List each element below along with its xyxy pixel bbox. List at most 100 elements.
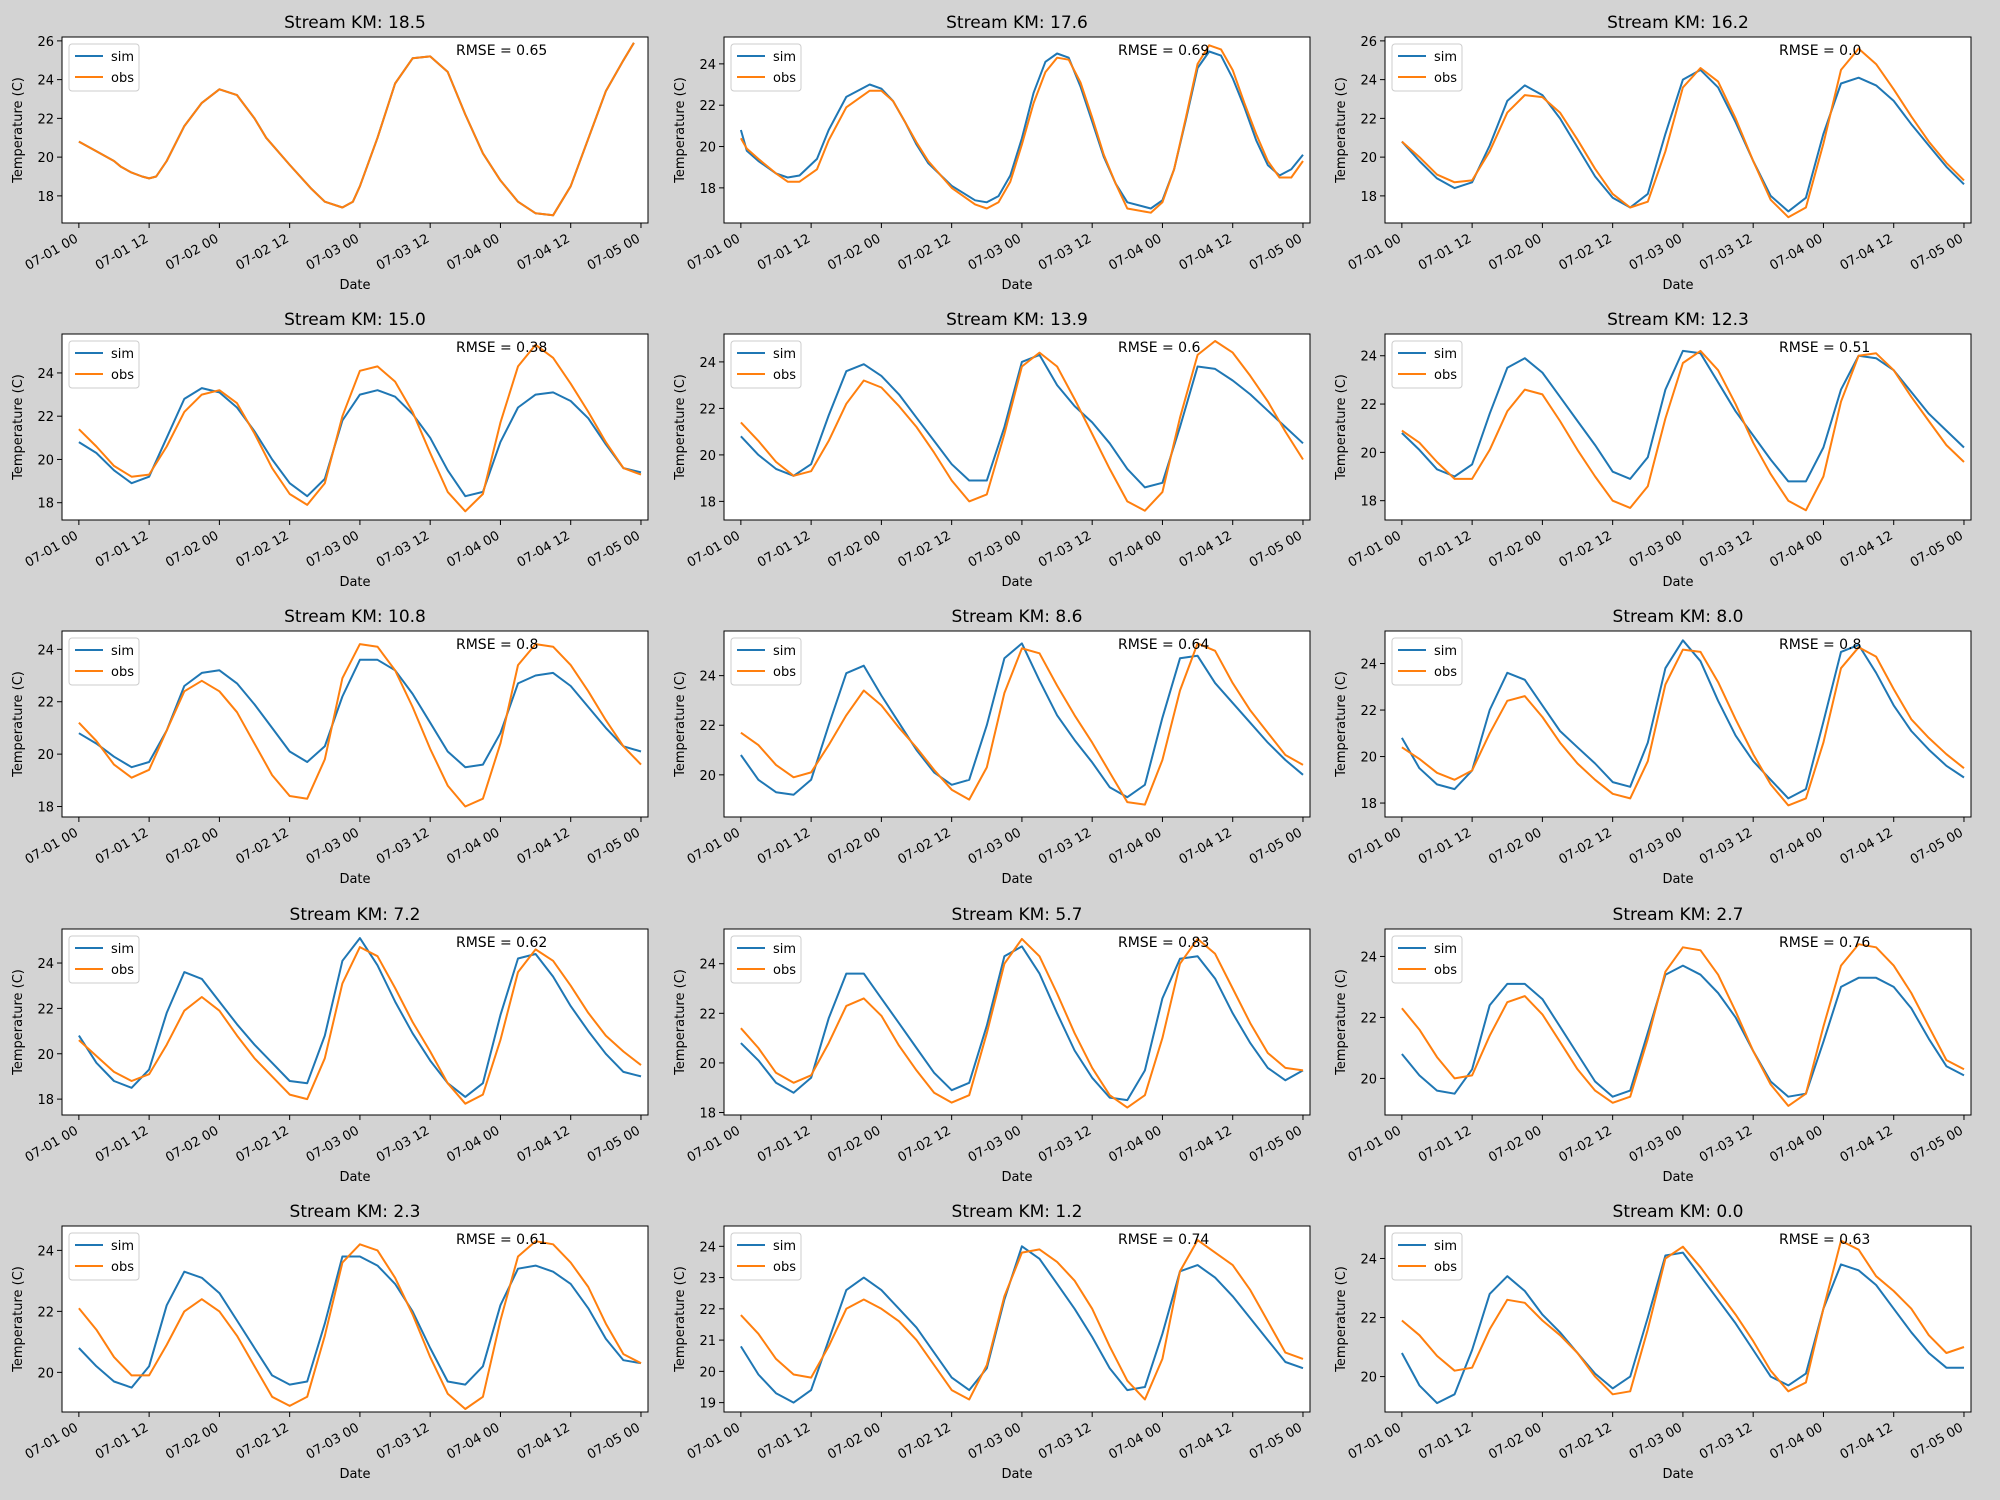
chart-title: Stream KM: 12.3 (1607, 310, 1749, 330)
legend-label: sim (111, 347, 134, 362)
rmse-annotation: RMSE = 0.63 (1779, 1232, 1870, 1248)
y-tick-label: 19 (699, 1397, 716, 1412)
y-tick-label: 24 (699, 670, 716, 685)
y-axis-label: Temperature (C) (1334, 77, 1349, 184)
x-axis-label: Date (1001, 1170, 1032, 1185)
legend-label: sim (111, 942, 134, 957)
x-axis-label: Date (339, 278, 370, 293)
y-tick-label: 18 (1360, 797, 1377, 812)
y-axis-label: Temperature (C) (673, 1266, 688, 1373)
rmse-annotation: RMSE = 0.83 (1118, 935, 1209, 951)
x-axis-label: Date (339, 575, 370, 590)
y-axis-label: Temperature (C) (673, 77, 688, 184)
y-tick-label: 18 (37, 1093, 54, 1108)
legend-label: obs (773, 665, 796, 680)
x-axis-label: Date (339, 872, 370, 887)
legend-label: obs (111, 963, 134, 978)
legend: sim obs (731, 341, 801, 388)
plot-area (1385, 37, 1971, 223)
y-axis-label: Temperature (C) (11, 77, 26, 184)
rmse-annotation: RMSE = 0.51 (1779, 340, 1870, 356)
legend-label: sim (111, 644, 134, 659)
legend-label: sim (1434, 1239, 1457, 1254)
y-tick-label: 23 (699, 1272, 716, 1287)
y-tick-label: 24 (37, 74, 54, 89)
chart-title: Stream KM: 1.2 (952, 1202, 1083, 1222)
legend-label: obs (773, 1260, 796, 1275)
y-tick-label: 20 (699, 449, 716, 464)
rmse-annotation: RMSE = 0.8 (456, 637, 538, 653)
rmse-annotation: RMSE = 0.64 (1118, 637, 1209, 653)
legend-label: obs (111, 665, 134, 680)
y-tick-label: 20 (37, 1366, 54, 1381)
rmse-annotation: RMSE = 0.8 (1779, 637, 1861, 653)
y-tick-label: 21 (699, 1334, 716, 1349)
y-tick-label: 24 (1360, 658, 1377, 673)
plot-area (724, 929, 1310, 1115)
legend-label: sim (1434, 347, 1457, 362)
y-tick-label: 18 (37, 190, 54, 205)
legend-label: obs (111, 71, 134, 86)
y-tick-label: 18 (37, 497, 54, 512)
legend: sim obs (731, 638, 801, 685)
chart-title: Stream KM: 15.0 (284, 310, 426, 330)
chart-title: Stream KM: 13.9 (946, 310, 1088, 330)
legend: sim obs (1392, 44, 1462, 91)
y-tick-label: 26 (37, 35, 54, 50)
legend: sim obs (731, 44, 801, 91)
x-axis-label: Date (339, 1170, 370, 1185)
y-tick-label: 20 (699, 141, 716, 156)
x-axis-label: Date (1001, 575, 1032, 590)
legend-label: obs (1434, 368, 1457, 383)
y-tick-label: 22 (37, 696, 54, 711)
plot-area (724, 37, 1310, 223)
y-tick-label: 20 (1360, 151, 1377, 166)
rmse-annotation: RMSE = 0.76 (1779, 935, 1870, 951)
y-axis-label: Temperature (C) (1334, 969, 1349, 1076)
y-tick-label: 20 (37, 453, 54, 468)
chart-title: Stream KM: 7.2 (290, 905, 421, 925)
y-tick-label: 22 (37, 1305, 54, 1320)
plot-area (62, 334, 648, 520)
y-tick-label: 24 (1360, 74, 1377, 89)
legend-label: obs (1434, 71, 1457, 86)
rmse-annotation: RMSE = 0.69 (1118, 43, 1209, 59)
y-tick-label: 18 (1360, 190, 1377, 205)
legend-label: sim (1434, 50, 1457, 65)
legend-label: sim (773, 347, 796, 362)
legend-label: obs (773, 963, 796, 978)
y-tick-label: 22 (699, 1303, 716, 1318)
y-tick-label: 24 (1360, 350, 1377, 365)
legend-label: obs (773, 368, 796, 383)
y-tick-label: 22 (699, 99, 716, 114)
y-tick-label: 20 (37, 151, 54, 166)
x-axis-label: Date (1662, 1170, 1693, 1185)
rmse-annotation: RMSE = 0.0 (1779, 43, 1861, 59)
y-tick-label: 20 (699, 1057, 716, 1072)
plot-area (62, 631, 648, 817)
chart-title: Stream KM: 16.2 (1607, 13, 1749, 33)
x-axis-label: Date (339, 1467, 370, 1482)
rmse-annotation: RMSE = 0.74 (1118, 1232, 1209, 1248)
chart-title: Stream KM: 2.3 (290, 1202, 421, 1222)
y-tick-label: 24 (699, 356, 716, 371)
plot-area (62, 1226, 648, 1412)
y-tick-label: 22 (699, 1007, 716, 1022)
legend-label: obs (1434, 963, 1457, 978)
chart-title: Stream KM: 5.7 (952, 905, 1083, 925)
legend-label: sim (773, 942, 796, 957)
y-tick-label: 24 (37, 643, 54, 658)
y-axis-label: Temperature (C) (11, 374, 26, 481)
y-tick-label: 20 (1360, 1371, 1377, 1386)
y-tick-label: 20 (1360, 446, 1377, 461)
legend: sim obs (69, 1233, 139, 1280)
legend-label: sim (773, 1239, 796, 1254)
legend-label: obs (773, 71, 796, 86)
x-axis-label: Date (1001, 1467, 1032, 1482)
y-tick-label: 22 (1360, 112, 1377, 127)
legend-label: sim (773, 644, 796, 659)
y-tick-label: 20 (1360, 751, 1377, 766)
chart-title: Stream KM: 8.0 (1613, 607, 1744, 627)
rmse-annotation: RMSE = 0.61 (456, 1232, 547, 1248)
legend-label: obs (1434, 665, 1457, 680)
